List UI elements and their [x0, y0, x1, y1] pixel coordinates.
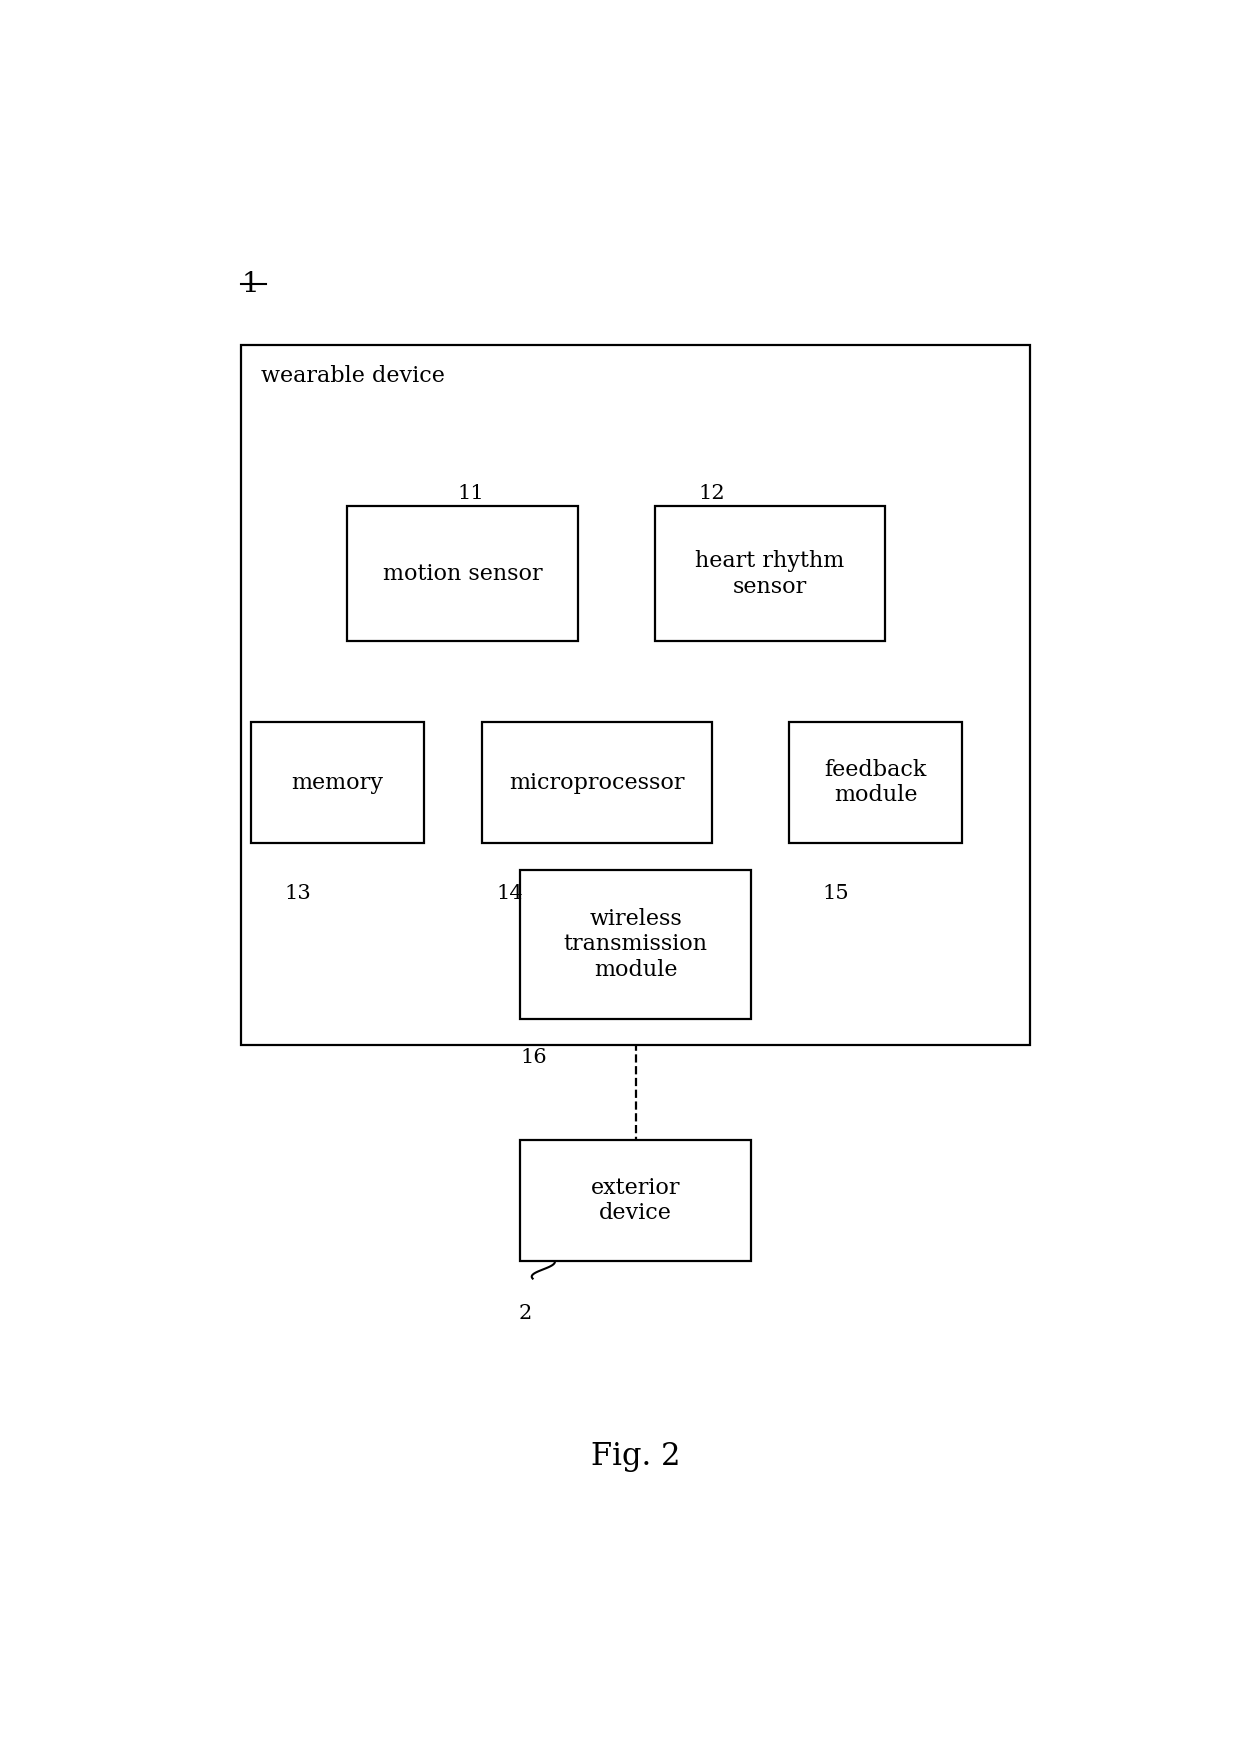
Text: feedback
module: feedback module: [825, 760, 928, 807]
FancyBboxPatch shape: [789, 723, 962, 844]
FancyBboxPatch shape: [250, 723, 424, 844]
Text: 14: 14: [496, 884, 523, 903]
Text: 1: 1: [242, 271, 259, 298]
Text: 16: 16: [521, 1048, 547, 1068]
FancyBboxPatch shape: [655, 506, 885, 640]
FancyBboxPatch shape: [347, 506, 578, 640]
Text: exterior
device: exterior device: [590, 1176, 681, 1223]
FancyBboxPatch shape: [481, 723, 713, 844]
Text: 13: 13: [285, 884, 311, 903]
Text: microprocessor: microprocessor: [510, 772, 684, 794]
Text: wearable device: wearable device: [260, 366, 445, 387]
Text: heart rhythm
sensor: heart rhythm sensor: [696, 550, 844, 597]
Text: motion sensor: motion sensor: [383, 564, 542, 584]
Text: wireless
transmission
module: wireless transmission module: [563, 908, 708, 980]
Text: 12: 12: [698, 483, 724, 502]
Text: 2: 2: [518, 1304, 532, 1323]
Text: Fig. 2: Fig. 2: [590, 1440, 681, 1472]
Text: 15: 15: [823, 884, 849, 903]
Text: memory: memory: [291, 772, 383, 794]
FancyBboxPatch shape: [521, 1139, 751, 1262]
Text: 11: 11: [458, 483, 485, 502]
FancyBboxPatch shape: [521, 870, 751, 1018]
FancyBboxPatch shape: [242, 345, 1029, 1045]
